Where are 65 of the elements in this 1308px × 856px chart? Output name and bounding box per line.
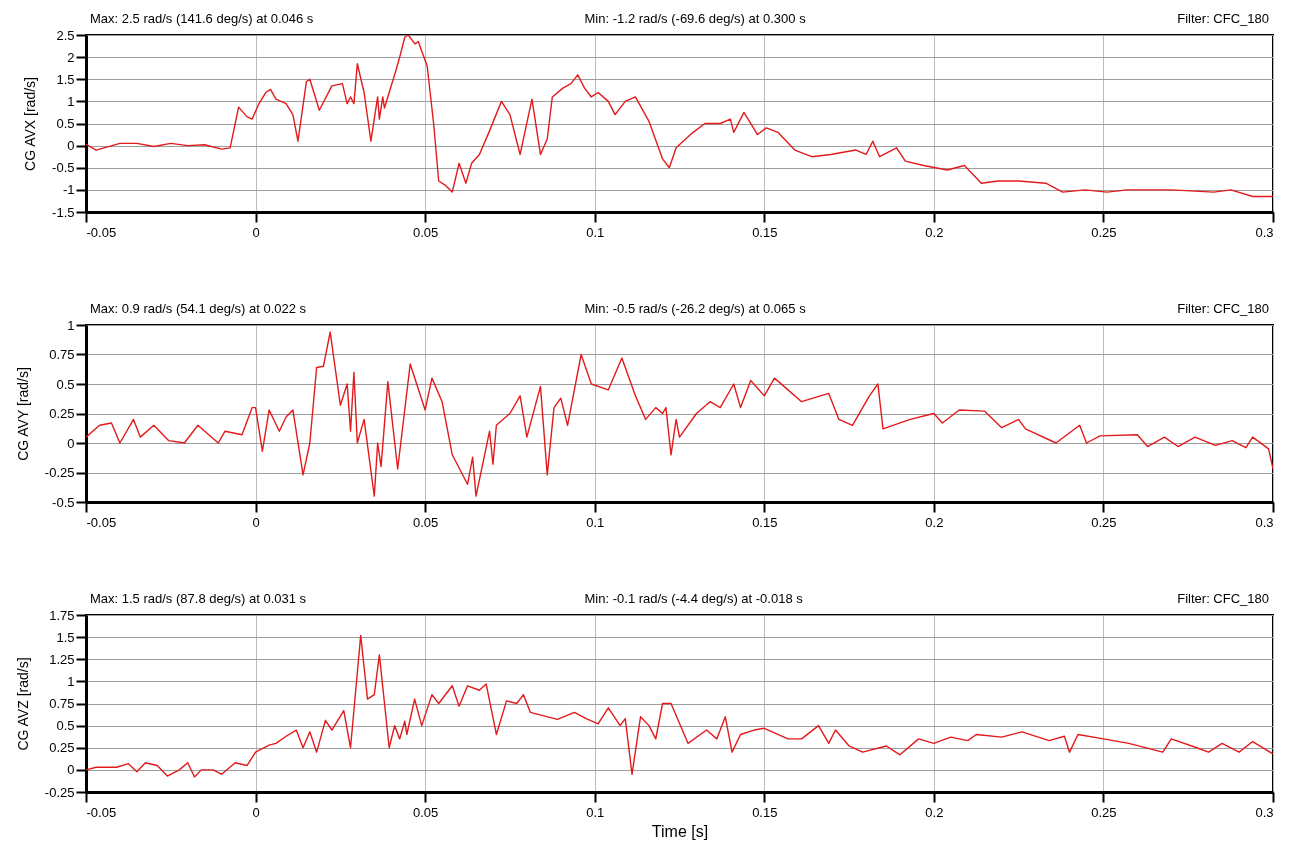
x-tick-label: 0.3 (1255, 224, 1274, 240)
y-tick-label: 0.75 (49, 347, 75, 362)
y-tick-label: -0.5 (52, 160, 75, 176)
y-tick-label: 0 (67, 762, 75, 778)
y-axis-title: CG AVZ [rad/s] (14, 657, 31, 751)
y-axis-title: CG AVX [rad/s] (22, 77, 39, 171)
x-tick-label: 0 (252, 224, 260, 240)
text: Max: 1.5 rad/s (87.8 deg/s) at 0.031 s (90, 591, 307, 606)
text: Max: 0.9 rad/s (54.1 deg/s) at 0.022 s (90, 301, 307, 316)
y-tick-label: 1.75 (49, 607, 75, 623)
x-tick-label: 0.15 (752, 224, 778, 240)
text: Filter: CFC_180 (1177, 591, 1269, 606)
y-tick-label: 1 (67, 93, 75, 109)
x-tick-label: 0.2 (925, 224, 944, 240)
text: Filter: CFC_180 (1177, 301, 1269, 316)
line-series (86, 35, 1273, 198)
line-series (86, 634, 1273, 778)
line-series (86, 331, 1273, 497)
y-tick-label: 2 (67, 49, 75, 65)
x-tick-label: 0 (252, 514, 260, 530)
x-tick-label: 0.15 (752, 804, 778, 820)
y-tick-label: -0.25 (44, 465, 75, 480)
y-tick-label: 1.5 (56, 629, 75, 645)
y-tick-label: 0.75 (49, 696, 75, 711)
x-tick-label: -0.05 (86, 514, 117, 530)
text: Min: -0.5 rad/s (-26.2 deg/s) at 0.065 s (584, 301, 807, 316)
x-tick-label: 0.25 (1091, 514, 1117, 530)
x-tick-label: -0.05 (86, 804, 117, 820)
x-tick-label: 0.05 (412, 224, 439, 240)
x-tick-label: 0 (252, 804, 260, 820)
x-tick-label: 0.1 (586, 804, 605, 820)
y-tick-label: 1.25 (49, 651, 75, 667)
x-tick-label: 0.05 (412, 804, 439, 820)
x-tick-label: 0.25 (1091, 224, 1117, 240)
y-tick-label: 0.25 (49, 740, 75, 756)
text: Min: -0.1 rad/s (-4.4 deg/s) at -0.018 s (584, 591, 804, 606)
x-tick-label: 0.2 (925, 514, 944, 530)
x-tick-label: -0.05 (86, 224, 117, 240)
x-tick-label: 0.15 (752, 514, 778, 530)
y-tick-label: -1.5 (52, 204, 75, 220)
x-axis-title: Time [s] (651, 822, 709, 840)
x-tick-label: 0.3 (1255, 804, 1274, 820)
x-tick-label: 0.1 (586, 224, 605, 240)
text: Min: -1.2 rad/s (-69.6 deg/s) at 0.300 s (584, 11, 807, 26)
y-tick-label: 1 (67, 673, 75, 689)
y-tick-label: 0.5 (56, 376, 75, 392)
y-axis-title: CG AVY [rad/s] (14, 367, 31, 461)
y-tick-label: 0.5 (56, 116, 75, 131)
x-tick-label: 0.2 (925, 804, 944, 820)
y-tick-label: 0 (67, 435, 75, 451)
y-tick-label: 1 (67, 317, 75, 333)
x-tick-label: 0.1 (586, 514, 605, 530)
y-tick-label: -0.25 (44, 784, 75, 800)
text: Filter: CFC_180 (1177, 11, 1269, 26)
y-tick-label: 0 (67, 138, 75, 154)
y-tick-label: 0.5 (56, 718, 75, 734)
text: Max: 2.5 rad/s (141.6 deg/s) at 0.046 s (90, 11, 314, 26)
y-tick-label: 0.25 (49, 406, 75, 421)
x-tick-label: 0.3 (1255, 514, 1274, 530)
y-tick-label: -1 (62, 182, 75, 198)
y-tick-label: 1.5 (56, 71, 75, 87)
x-tick-label: 0.05 (412, 514, 439, 530)
y-tick-label: 2.5 (56, 27, 75, 43)
y-tick-label: -0.5 (52, 494, 75, 510)
x-tick-label: 0.25 (1091, 804, 1117, 820)
